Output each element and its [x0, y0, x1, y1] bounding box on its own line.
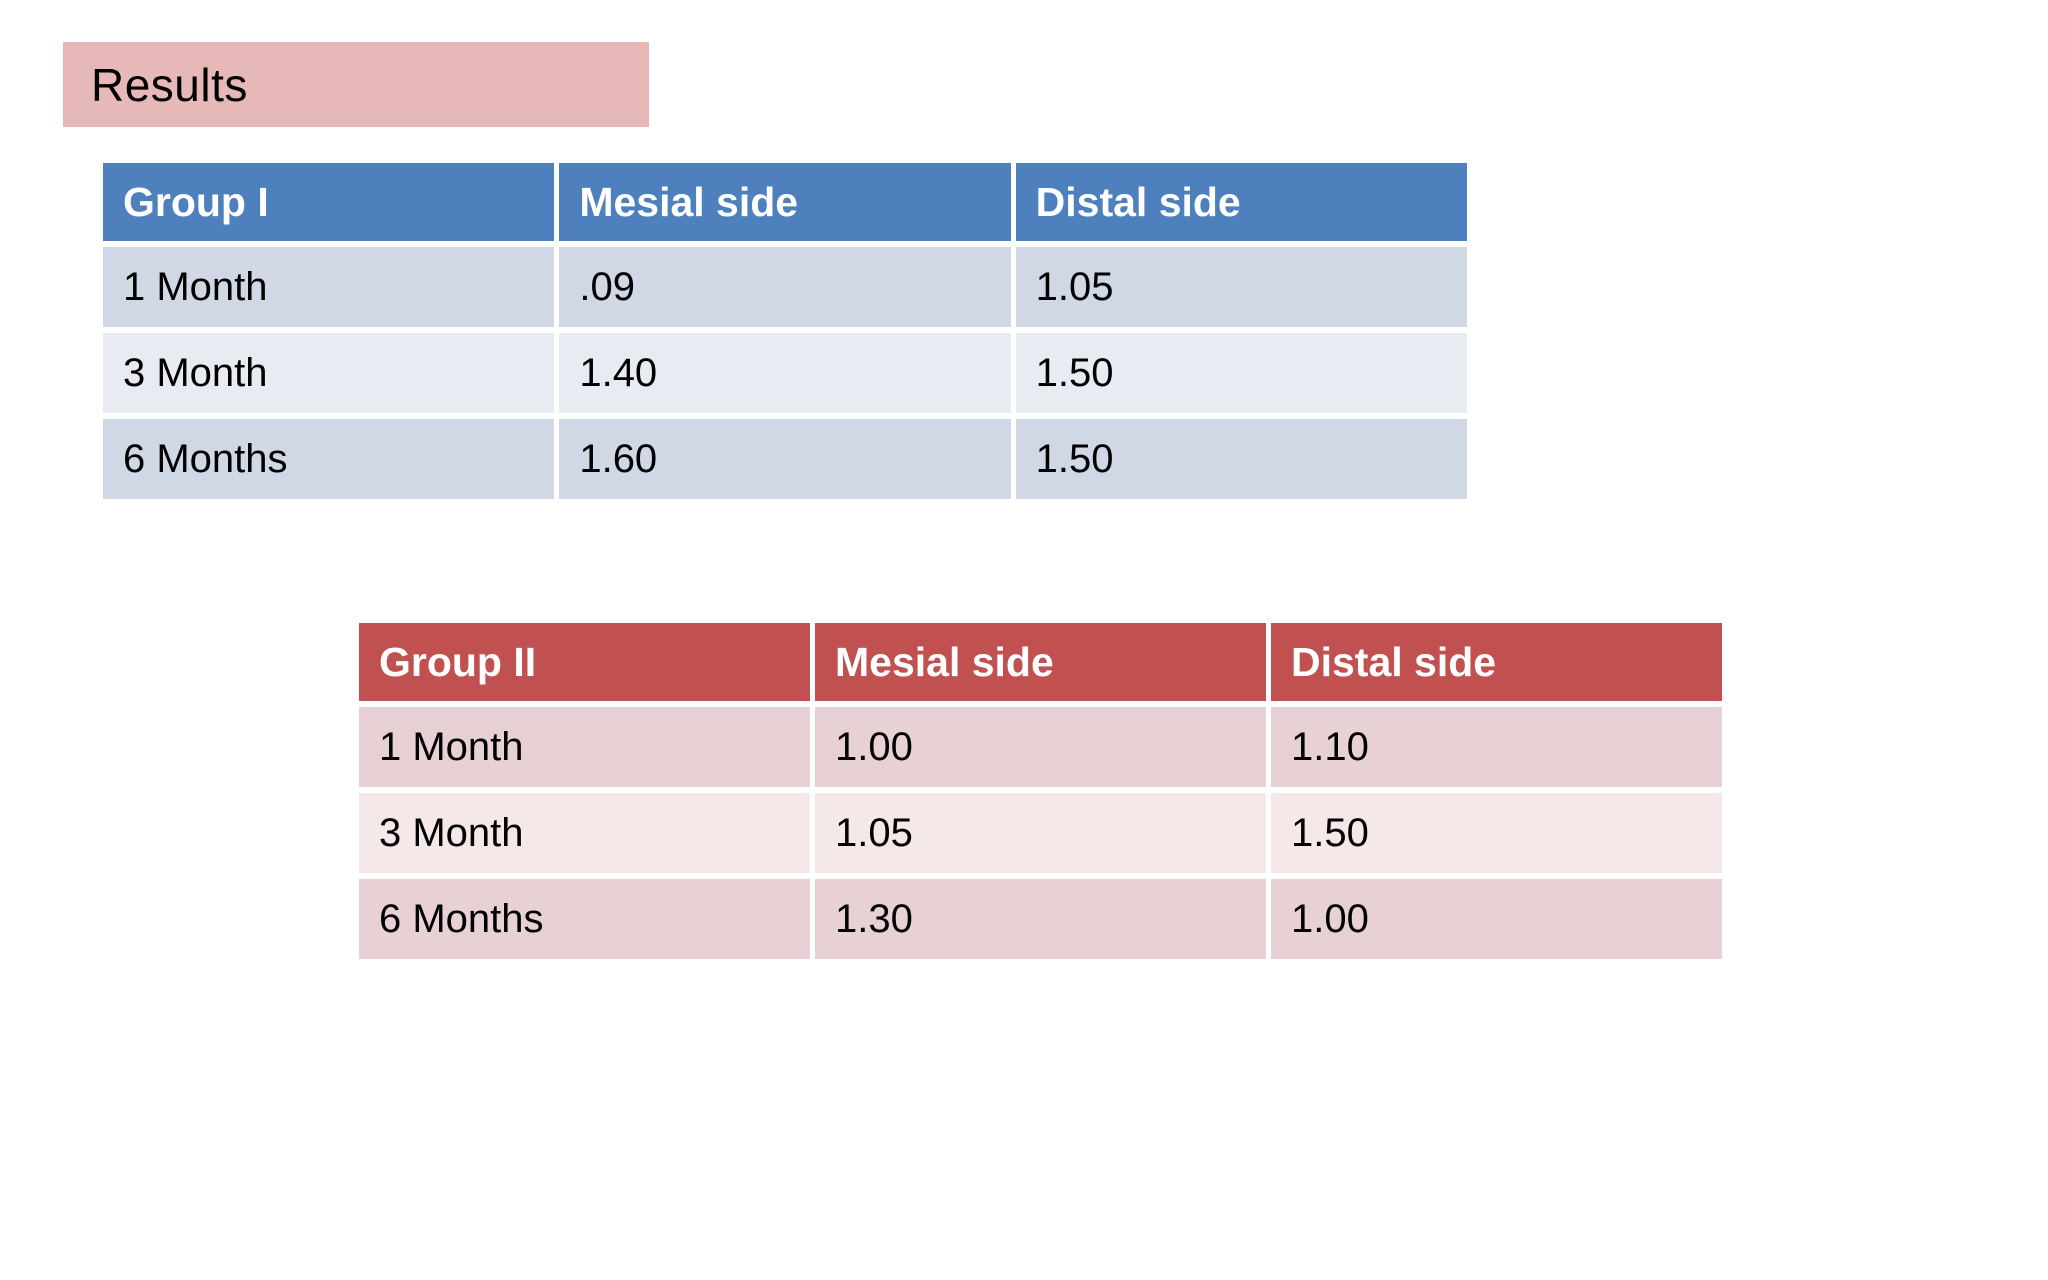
- page-title: Results: [91, 58, 248, 111]
- group-ii-row1-label: 1 Month: [359, 707, 810, 787]
- group-i-row3-distal: 1.50: [1015, 419, 1467, 499]
- group-ii-row3-mesial: 1.30: [815, 879, 1266, 959]
- group-ii-row1-mesial: 1.00: [815, 707, 1266, 787]
- group-ii-header-distal: Distal side: [1271, 623, 1722, 701]
- group-i-row2-mesial: 1.40: [559, 333, 1011, 413]
- group-ii-header-mesial: Mesial side: [815, 623, 1266, 701]
- group-i-row1-distal: 1.05: [1015, 247, 1467, 327]
- group-ii-table: Group II Mesial side Distal side 1 Month…: [359, 623, 1722, 959]
- group-i-row3-label: 6 Months: [103, 419, 555, 499]
- group-ii-row2-distal: 1.50: [1271, 793, 1722, 873]
- group-i-table: Group I Mesial side Distal side 1 Month …: [103, 163, 1467, 499]
- group-i-row1-mesial: .09: [559, 247, 1011, 327]
- group-ii-row3-distal: 1.00: [1271, 879, 1722, 959]
- group-ii-row3-label: 6 Months: [359, 879, 810, 959]
- group-i-row2-label: 3 Month: [103, 333, 555, 413]
- group-ii-row2-mesial: 1.05: [815, 793, 1266, 873]
- group-ii-header-group: Group II: [359, 623, 810, 701]
- group-i-header-distal: Distal side: [1015, 163, 1467, 241]
- group-i-row1-label: 1 Month: [103, 247, 555, 327]
- group-i-row2-distal: 1.50: [1015, 333, 1467, 413]
- group-i-header-mesial: Mesial side: [559, 163, 1011, 241]
- group-i-header-group: Group I: [103, 163, 555, 241]
- group-i-row3-mesial: 1.60: [559, 419, 1011, 499]
- slide-title-box: Results: [63, 42, 649, 127]
- group-ii-row2-label: 3 Month: [359, 793, 810, 873]
- group-ii-row1-distal: 1.10: [1271, 707, 1722, 787]
